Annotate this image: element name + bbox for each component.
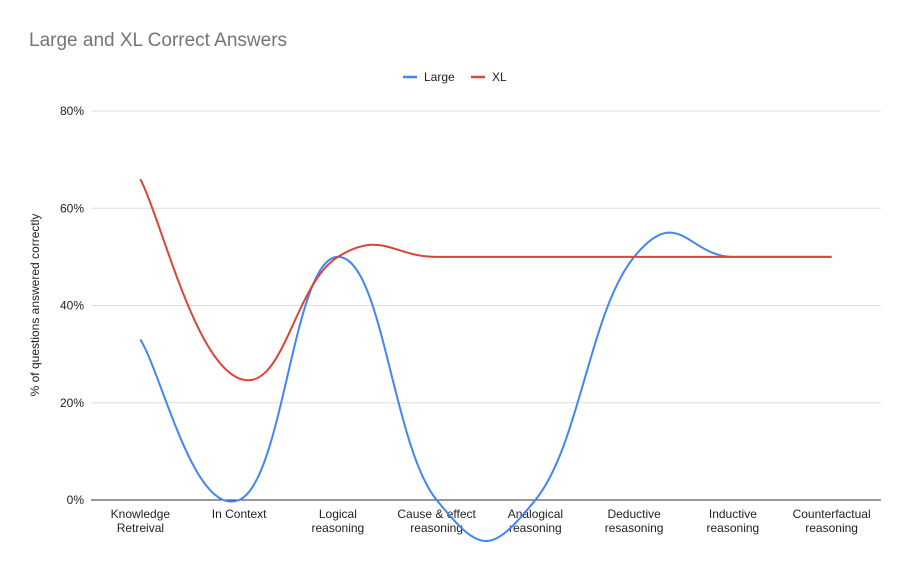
series-line-xl <box>139 178 832 382</box>
y-tick-label: 80% <box>60 104 84 118</box>
x-tick-label: Knowledge Retreival <box>111 507 171 535</box>
x-tick-label: Inductive reasoning <box>707 507 760 535</box>
y-axis-title: % of questions answered correctly <box>28 214 42 397</box>
y-tick-label: 20% <box>60 396 84 410</box>
series-line-large <box>139 231 832 542</box>
legend: Large XL <box>403 70 507 84</box>
x-tick-label: Cause & effect reasoning <box>397 507 476 535</box>
legend-label: XL <box>492 70 507 84</box>
y-axis-ticks: 0% 20% 40% 60% 80% <box>60 104 84 507</box>
x-tick-label: Deductive resasoning <box>605 507 664 535</box>
y-tick-label: 40% <box>60 299 84 313</box>
y-tick-label: 0% <box>67 493 85 507</box>
x-axis-ticks: Knowledge Retreival In Context Logical reaso… <box>111 507 871 535</box>
chart-title: Large and XL Correct Answers <box>29 30 288 51</box>
gridlines <box>91 110 881 501</box>
y-tick-label: 60% <box>60 201 84 215</box>
x-tick-label: Logical reasoning <box>312 507 365 535</box>
series-lines <box>139 178 832 542</box>
x-tick-label: In Context <box>212 507 267 521</box>
legend-label: Large <box>424 70 455 84</box>
x-tick-label: Counterfactual reasoning <box>793 507 871 535</box>
